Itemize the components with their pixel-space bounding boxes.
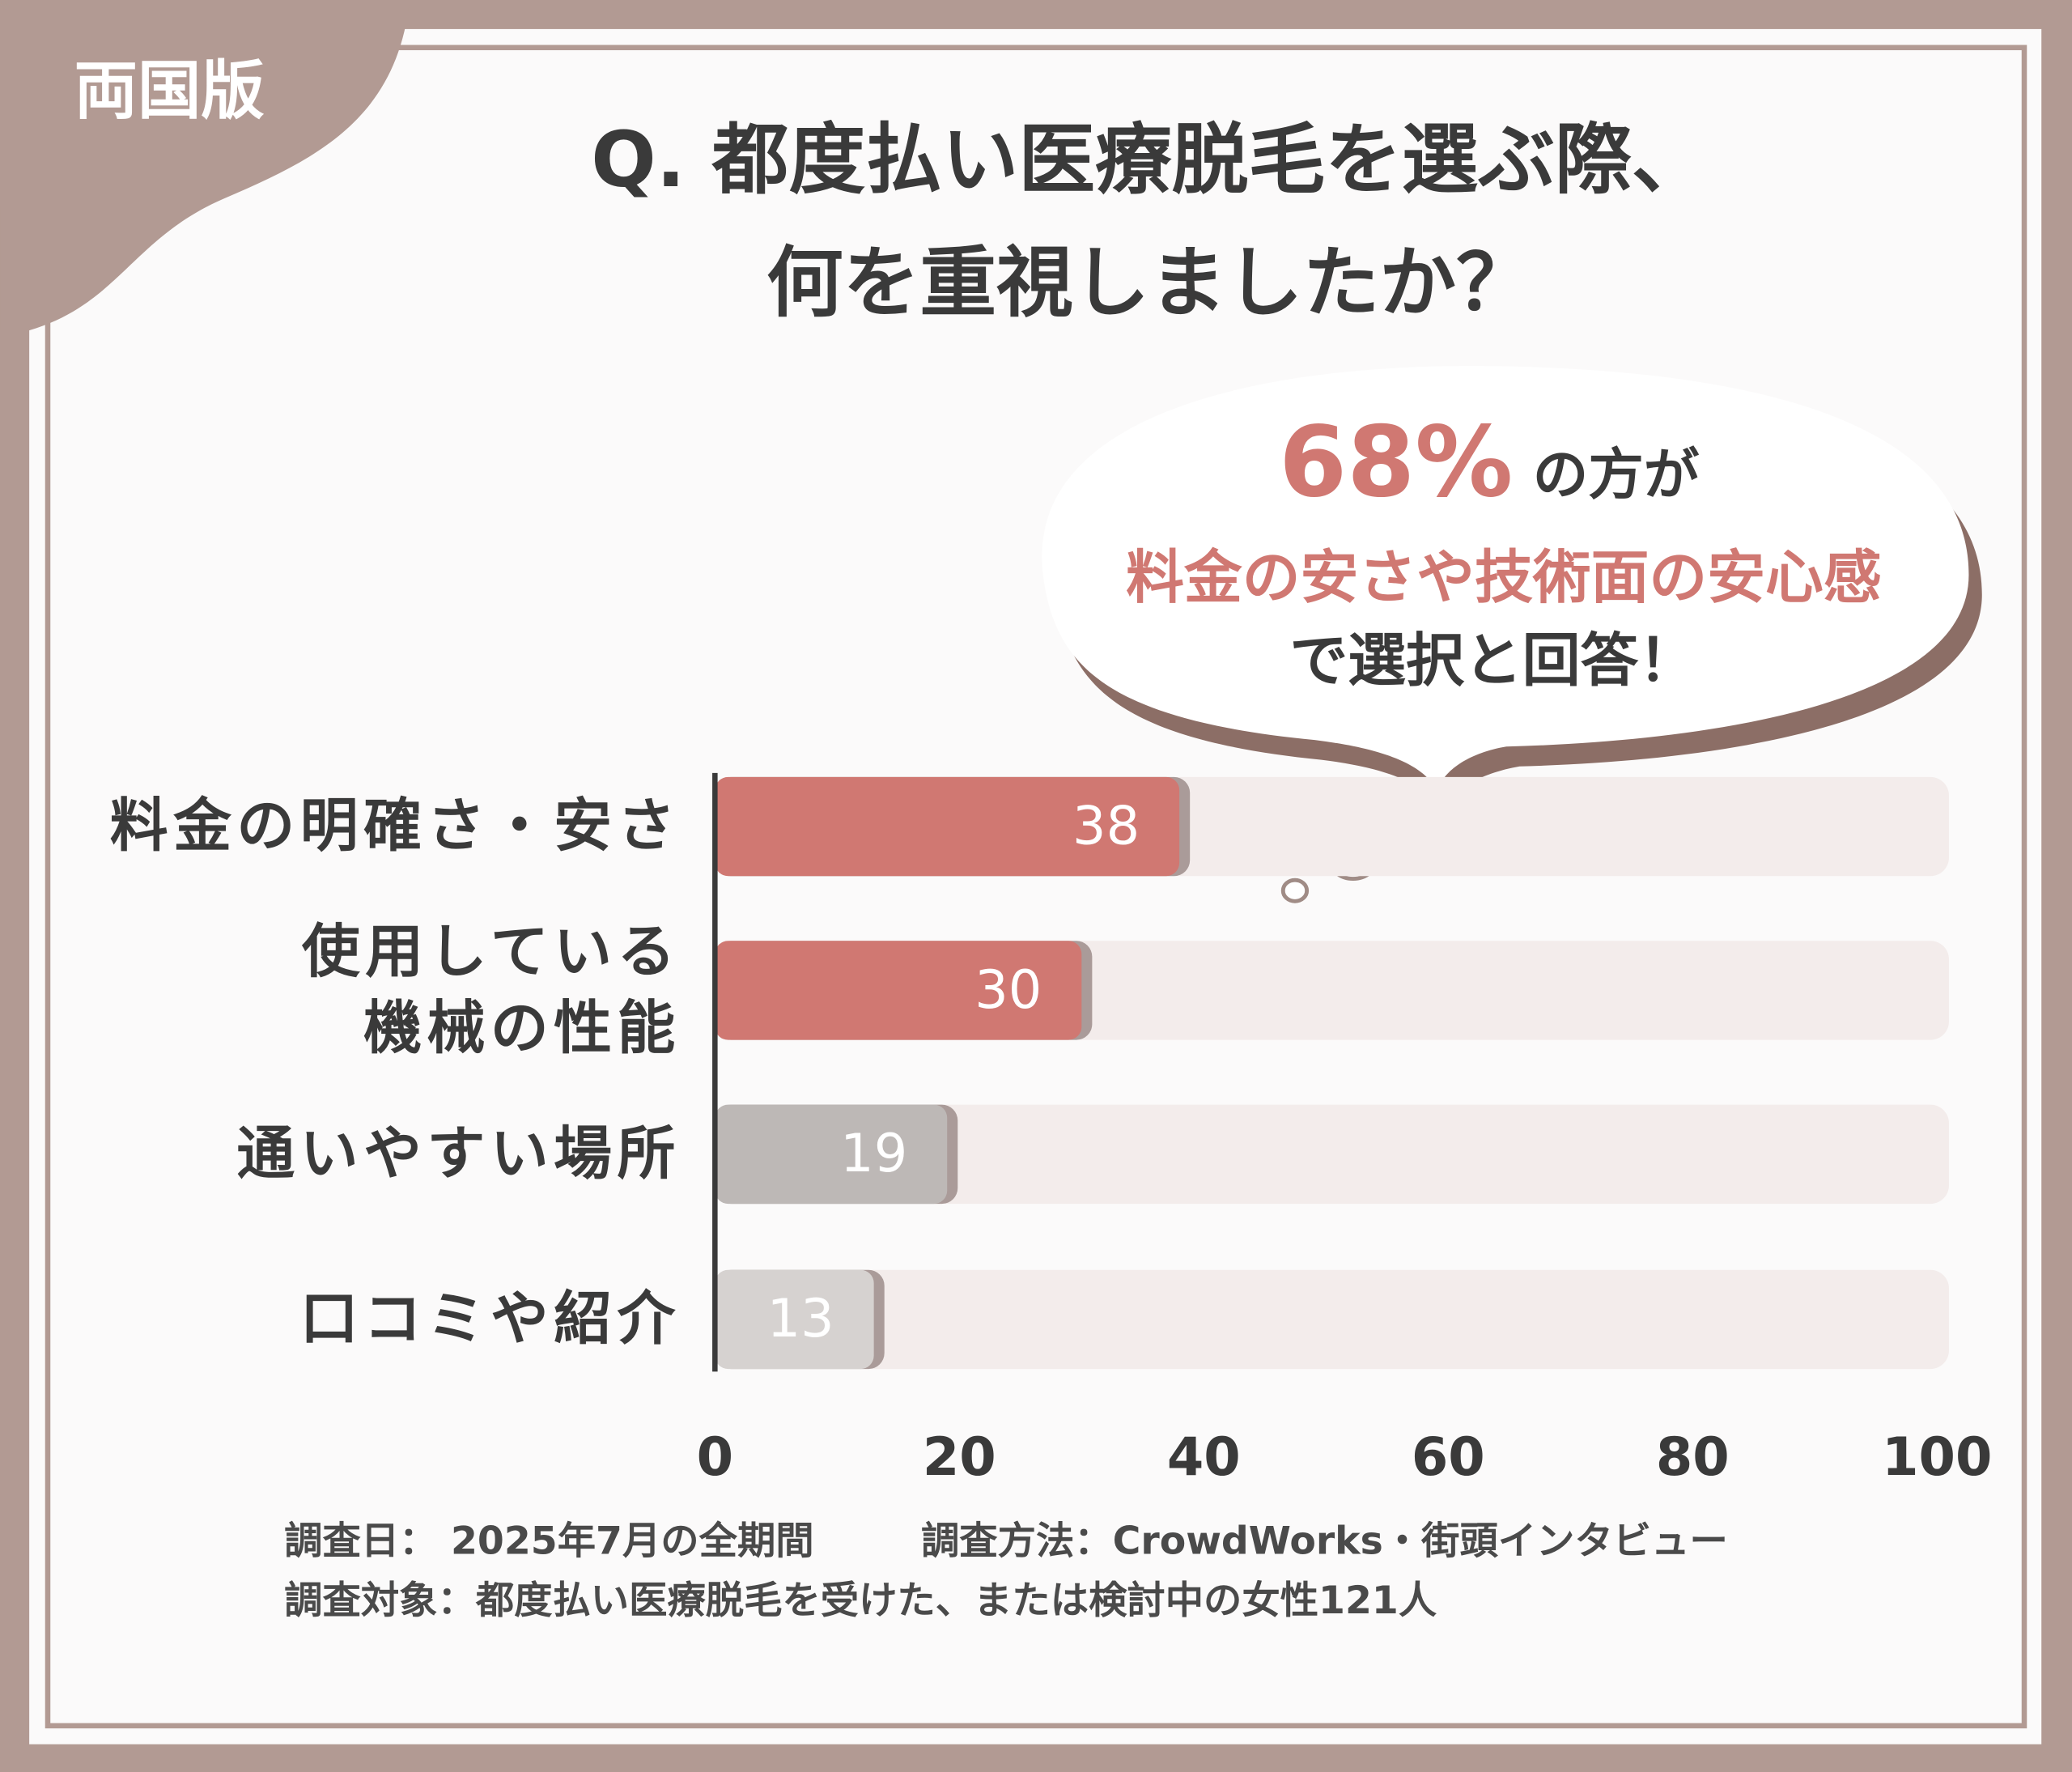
y-tick-label: 通いやすい場所 bbox=[236, 1120, 681, 1188]
bar-track bbox=[715, 1104, 1949, 1205]
note: 調査方法：CrowdWorks・街頭インタビュー bbox=[921, 1519, 1728, 1564]
callout-text: 料金の安さや技術面の安心感 bbox=[1126, 543, 1882, 611]
callout-text: の方が bbox=[1533, 443, 1700, 508]
title-box: Q. 都度払い医療脱毛を選ぶ際、 何を重視しましたか？ bbox=[591, 115, 1709, 328]
note: 調査日： 2025年7月の全期間 bbox=[284, 1519, 813, 1564]
chart-title: Q. 都度払い医療脱毛を選ぶ際、 何を重視しましたか？ bbox=[591, 115, 1709, 328]
callout: 68% の方が 料金の安さや技術面の安心感 で選択と回答！ bbox=[1042, 366, 1982, 903]
panel-frame bbox=[45, 45, 2027, 1729]
badge: 両国版 bbox=[74, 54, 265, 128]
callout-dot bbox=[1280, 878, 1310, 903]
callout-bubble bbox=[1042, 366, 1969, 793]
category-wrap: 料金の明確さ・安さ bbox=[53, 698, 681, 955]
y-tick-label: 口コミや紹介 bbox=[299, 1285, 681, 1353]
y-tick-label: 料金の明確さ・安さ bbox=[109, 793, 681, 861]
x-tick-label: 40 bbox=[1167, 1426, 1241, 1488]
x-tick-label: 80 bbox=[1656, 1426, 1730, 1488]
value-label: 13 bbox=[767, 1288, 834, 1349]
category-box: 口コミや紹介 bbox=[53, 1191, 681, 1448]
x-tick-label: 20 bbox=[923, 1426, 996, 1488]
category-box: 料金の明確さ・安さ bbox=[53, 698, 681, 955]
value-label: 38 bbox=[1072, 795, 1140, 856]
category-wrap: 口コミや紹介 bbox=[53, 1191, 681, 1448]
value-label: 30 bbox=[974, 959, 1042, 1021]
badge-shape bbox=[0, 0, 410, 331]
note: 調査対象：都度払い医療脱毛を受けた、または検討中の女性121人 bbox=[284, 1579, 1437, 1623]
bar bbox=[715, 1104, 948, 1205]
x-tick-label: 60 bbox=[1412, 1426, 1485, 1488]
bar bbox=[715, 941, 1082, 1040]
category-box: 通いやすい場所 bbox=[53, 1026, 681, 1283]
panel bbox=[29, 28, 2042, 1744]
bar bbox=[715, 1269, 874, 1370]
callout-highlight: 68% bbox=[1279, 406, 1513, 520]
category-box: 使用している 機械の性能 bbox=[53, 861, 681, 1119]
bar bbox=[715, 776, 1180, 877]
category-wrap: 通いやすい場所 bbox=[53, 1026, 681, 1283]
category-wrap: 使用している 機械の性能 bbox=[53, 861, 681, 1119]
value-label: 19 bbox=[840, 1123, 907, 1184]
y-tick-label: 使用している 機械の性能 bbox=[301, 919, 681, 1062]
bar-track bbox=[715, 1269, 1949, 1370]
plot: 38 料金の明確さ・安さ 30 使用している 機械の性能 19 通いやすい場所 13 口コミや… bbox=[53, 698, 1992, 1488]
x-tick-label: 100 bbox=[1882, 1426, 1992, 1488]
callout-text: で選択と回答！ bbox=[1289, 627, 1696, 695]
x-tick-label: 0 bbox=[697, 1426, 733, 1488]
